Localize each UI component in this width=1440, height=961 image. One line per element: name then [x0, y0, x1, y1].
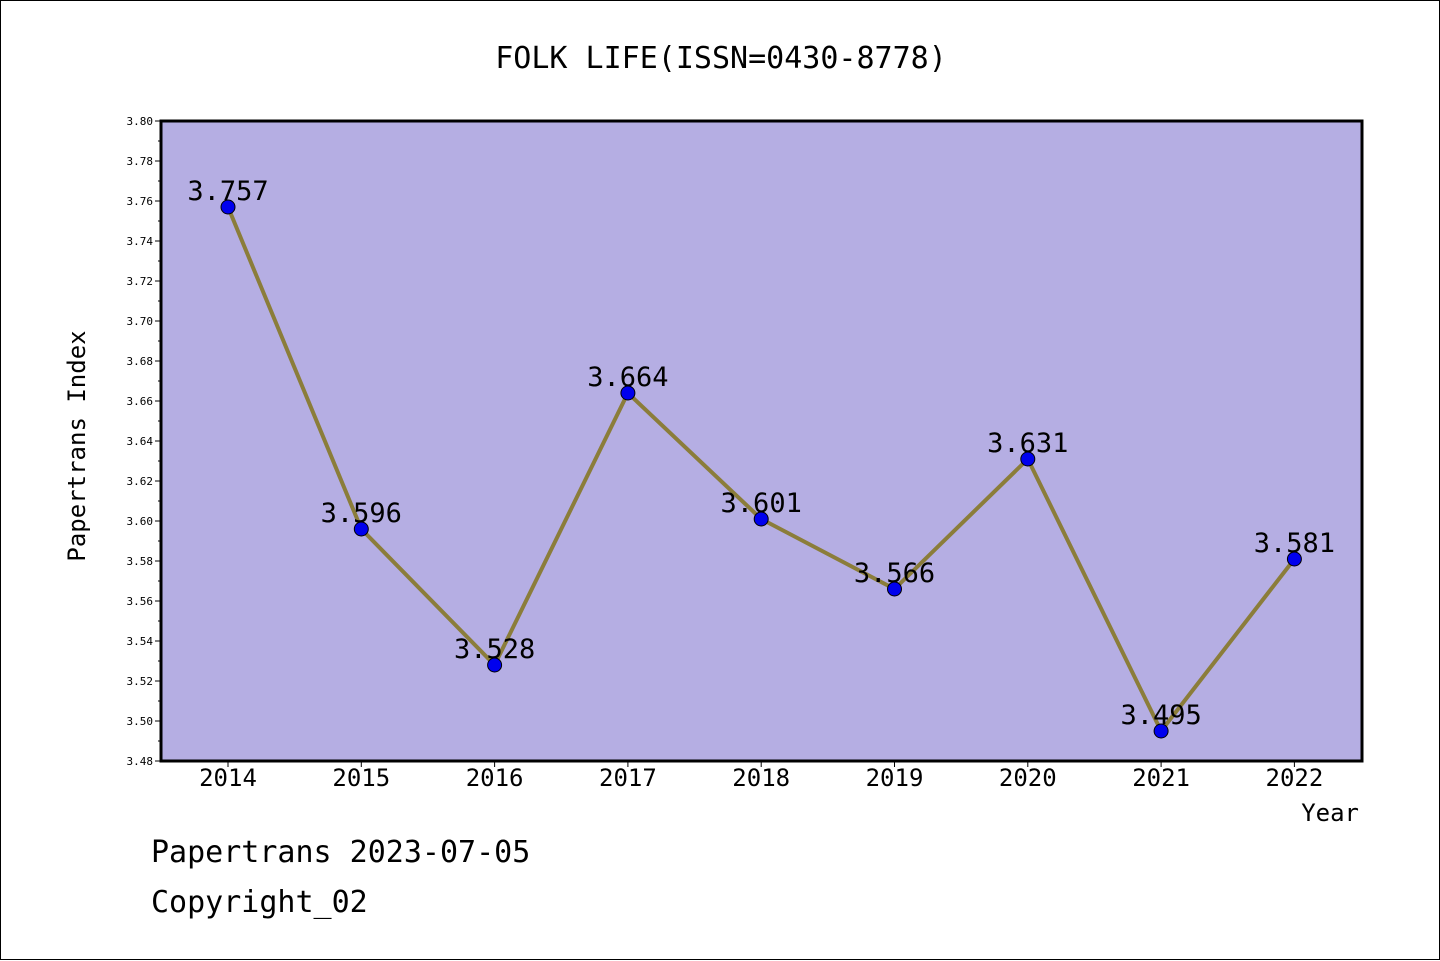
data-label: 3.757	[187, 176, 268, 207]
y-tick-label: 3.80	[127, 115, 154, 128]
data-label: 3.601	[721, 488, 802, 519]
y-tick-label: 3.68	[127, 355, 154, 368]
x-tick-label: 2022	[1266, 764, 1324, 792]
x-tick-label: 2021	[1132, 764, 1190, 792]
y-tick-label: 3.62	[127, 475, 154, 488]
data-label: 3.581	[1254, 528, 1335, 559]
data-label: 3.566	[854, 558, 935, 589]
data-label: 3.596	[321, 498, 402, 529]
y-tick-label: 3.50	[127, 715, 154, 728]
plot-border	[159, 119, 1364, 763]
footer-date: Papertrans 2023-07-05	[151, 835, 531, 870]
x-tick-label: 2016	[466, 764, 524, 792]
x-tick-label: 2017	[599, 764, 657, 792]
data-point	[353, 521, 369, 537]
y-tick-label: 3.48	[127, 755, 154, 768]
footer-copyright: Copyright_02	[151, 885, 368, 920]
y-tick-label: 3.70	[127, 315, 154, 328]
plot-area	[161, 121, 1362, 761]
x-axis-label: Year	[1301, 799, 1359, 827]
y-tick-label: 3.78	[127, 155, 154, 168]
y-tick-label: 3.66	[127, 395, 154, 408]
x-tick-label: 2014	[199, 764, 257, 792]
data-point	[1153, 723, 1169, 739]
y-tick-label: 3.76	[127, 195, 154, 208]
data-point	[1286, 551, 1302, 567]
y-tick-label: 3.60	[127, 515, 154, 528]
y-tick-label: 3.74	[127, 235, 154, 248]
data-label: 3.664	[587, 362, 668, 393]
y-axis-label: Papertrans Index	[63, 330, 91, 561]
data-point	[887, 581, 902, 597]
data-point	[220, 199, 236, 215]
x-axis: 2014 2015 2016 2017 2018 2019 2020 2021 2022	[199, 761, 1323, 792]
y-tick-label: 3.54	[127, 635, 154, 648]
x-tick-label: 2019	[866, 764, 924, 792]
y-tick-label: 3.64	[127, 435, 154, 448]
y-tick-label: 3.72	[127, 275, 154, 288]
data-label: 3.495	[1120, 700, 1201, 731]
x-tick-label: 2018	[732, 764, 790, 792]
chart-title: FOLK LIFE(ISSN=0430-8778)	[495, 41, 947, 76]
data-point	[1020, 451, 1036, 467]
y-tick-label: 3.56	[127, 595, 154, 608]
data-label: 3.631	[987, 428, 1068, 459]
y-tick-label: 3.52	[127, 675, 154, 688]
data-point	[620, 385, 636, 401]
data-labels: 3.757 3.596 3.528 3.664 3.601 3.566 3.631 3.495…	[187, 176, 1335, 731]
data-point	[487, 657, 503, 673]
y-tick-label: 3.58	[127, 555, 154, 568]
y-axis: 3.48 3.50 3.52 3.54 3.56 3.58 3.60 3.62 3.64 3.66…	[127, 115, 161, 768]
data-point	[753, 511, 769, 527]
x-tick-label: 2015	[332, 764, 390, 792]
x-tick-label: 2020	[999, 764, 1057, 792]
data-label: 3.528	[454, 634, 535, 665]
data-markers	[220, 199, 1302, 739]
